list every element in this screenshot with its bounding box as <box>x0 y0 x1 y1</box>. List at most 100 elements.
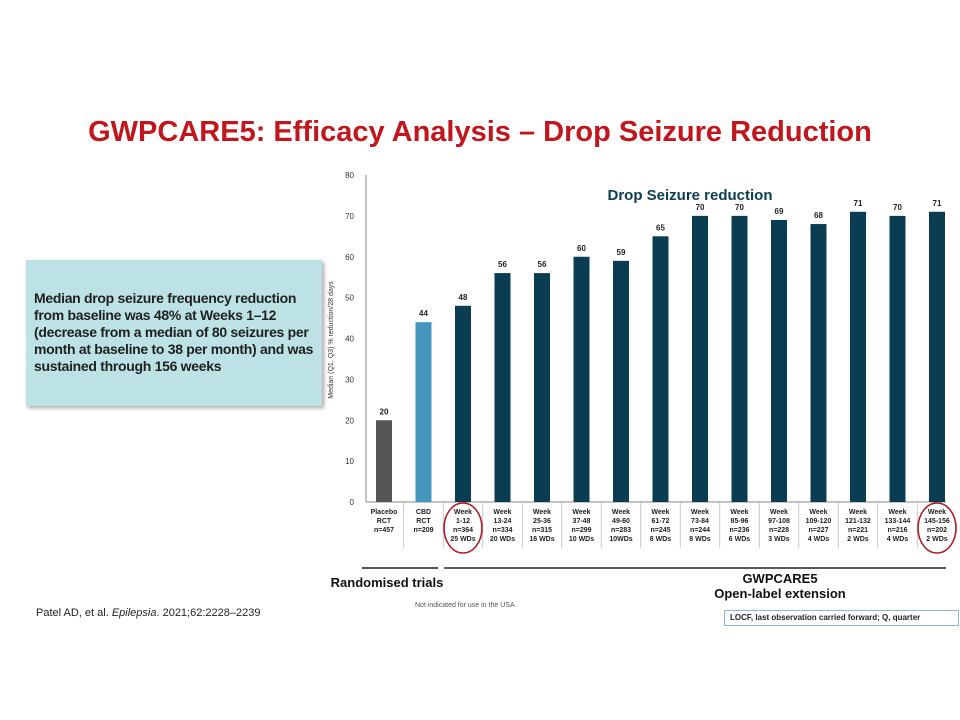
bars: 20 44 48 56 56 60 59 65 70 70 69 68 71 70 71 <box>376 199 945 503</box>
x-tick-label: 25 WDs <box>450 536 475 543</box>
highlight-circles <box>443 502 957 554</box>
x-tick-label: 20 WDs <box>490 536 515 543</box>
usa-footnote: Not indicated for use in the USA <box>415 602 515 609</box>
x-tick-label: 73-84 <box>691 518 709 525</box>
x-tick-labels: Placebo RCT n=457 CBD RCT n=209 Week 1-12 n=364 2… <box>371 503 950 548</box>
x-tick-label: n=202 <box>927 527 947 534</box>
bar <box>692 215 708 502</box>
data-label: 70 <box>696 203 705 212</box>
reference-journal: Epilepsia <box>111 607 157 619</box>
data-label: 56 <box>538 260 547 269</box>
ole-label-line-2: Open-label extension <box>714 586 846 601</box>
x-tick-label: n=364 <box>453 527 473 534</box>
x-tick-label: 1-12 <box>456 518 470 525</box>
x-tick-label: 4 WDs <box>808 536 830 543</box>
x-tick-label: Week <box>651 509 669 516</box>
y-tick-label: 40 <box>345 335 354 344</box>
data-label: 56 <box>498 260 507 269</box>
x-tick-label: 37-48 <box>573 518 591 525</box>
data-label: 71 <box>854 199 863 208</box>
x-tick-label: 10 WDs <box>569 536 594 543</box>
x-tick-label: Week <box>572 509 590 516</box>
bar <box>810 224 827 503</box>
x-tick-label: Week <box>888 509 906 516</box>
highlight-circle <box>917 502 957 554</box>
x-tick-label: 133-144 <box>885 518 911 525</box>
x-tick-label: 109-120 <box>806 518 832 525</box>
bar <box>376 420 392 502</box>
ole-label-line-1: GWPCARE5 <box>742 571 818 586</box>
x-tick-label: 49-60 <box>612 518 630 525</box>
data-label: 20 <box>380 407 389 416</box>
x-tick-label: 6 WDs <box>729 536 751 543</box>
y-tick-label: 20 <box>345 416 354 425</box>
x-tick-label: n=221 <box>848 527 868 534</box>
bar <box>455 305 471 502</box>
y-tick-label: 30 <box>345 375 354 384</box>
bar <box>731 215 748 502</box>
x-tick-label: Week <box>612 509 630 516</box>
x-tick-label: n=283 <box>611 527 631 534</box>
x-tick-label: Week <box>454 509 472 516</box>
bar <box>573 256 590 502</box>
x-tick-label: 4 WDs <box>887 536 909 543</box>
x-tick-label: n=245 <box>650 527 670 534</box>
data-label: 48 <box>459 293 468 302</box>
slide-title: GWPCARE5: Efficacy Analysis – Drop Seizu… <box>88 116 872 148</box>
data-label: 68 <box>814 211 823 220</box>
reference-details: . 2021;62:2228–2239 <box>156 607 261 619</box>
x-tick-label: RCT <box>416 518 431 525</box>
x-tick-label: Week <box>928 509 946 516</box>
x-tick-label: 121-132 <box>845 518 871 525</box>
x-tick-label: 61-72 <box>652 518 670 525</box>
x-tick-label: Week <box>730 509 748 516</box>
bar <box>652 236 669 502</box>
x-tick-label: n=216 <box>887 527 907 534</box>
x-tick-label: Week <box>809 509 827 516</box>
randomised-trials-label: Randomised trials <box>330 575 444 590</box>
x-tick-label: n=315 <box>532 527 552 534</box>
chart-title: Drop Seizure reduction <box>607 187 772 204</box>
data-label: 44 <box>419 309 428 318</box>
x-tick-label: Week <box>849 509 867 516</box>
x-tick-label: n=228 <box>769 527 789 534</box>
reference-authors: Patel AD, et al. <box>36 607 112 619</box>
x-tick-label: n=457 <box>374 527 394 534</box>
data-label: 71 <box>933 199 942 208</box>
data-label: 70 <box>735 203 744 212</box>
x-tick-label: Week <box>493 509 511 516</box>
y-tick-label: 60 <box>345 253 354 262</box>
bar <box>415 322 432 502</box>
x-tick-label: n=299 <box>571 527 591 534</box>
x-tick-label: RCT <box>377 518 392 525</box>
x-tick-label: 8 WDs <box>650 536 672 543</box>
x-tick-label: n=244 <box>690 527 710 534</box>
x-tick-label: Week <box>533 509 551 516</box>
x-tick-label: 2 WDs <box>847 536 869 543</box>
bar <box>771 219 787 502</box>
x-tick-label: n=334 <box>492 527 512 534</box>
x-tick-label: Week <box>691 509 709 516</box>
x-tick-label: 16 WDs <box>529 536 554 543</box>
bar <box>613 260 629 502</box>
x-tick-label: 10WDs <box>609 536 632 543</box>
bar <box>889 215 906 502</box>
summary-callout-text: Median drop seizure frequency reduction … <box>34 290 314 374</box>
x-tick-label: 2 WDs <box>926 536 948 543</box>
summary-callout: Median drop seizure frequency reduction … <box>26 260 322 406</box>
y-axis-label: Median (Q1, Q3) % reduction/28 days <box>328 281 335 399</box>
y-tick-label: 50 <box>345 294 354 303</box>
ole-label: GWPCARE5 Open-label extension <box>680 571 880 601</box>
data-label: 60 <box>577 244 586 253</box>
y-tick-label: 70 <box>345 212 354 221</box>
x-tick-label: n=209 <box>413 527 433 534</box>
highlight-circle <box>443 502 483 554</box>
data-label: 70 <box>893 203 902 212</box>
x-tick-label: Week <box>770 509 788 516</box>
y-tick-label: 80 <box>345 171 354 180</box>
x-tick-label: 97-108 <box>768 518 790 525</box>
y-ticks: 0 10 20 30 40 50 60 70 80 <box>345 171 354 507</box>
bar <box>850 211 866 502</box>
x-tick-label: 25-36 <box>533 518 551 525</box>
